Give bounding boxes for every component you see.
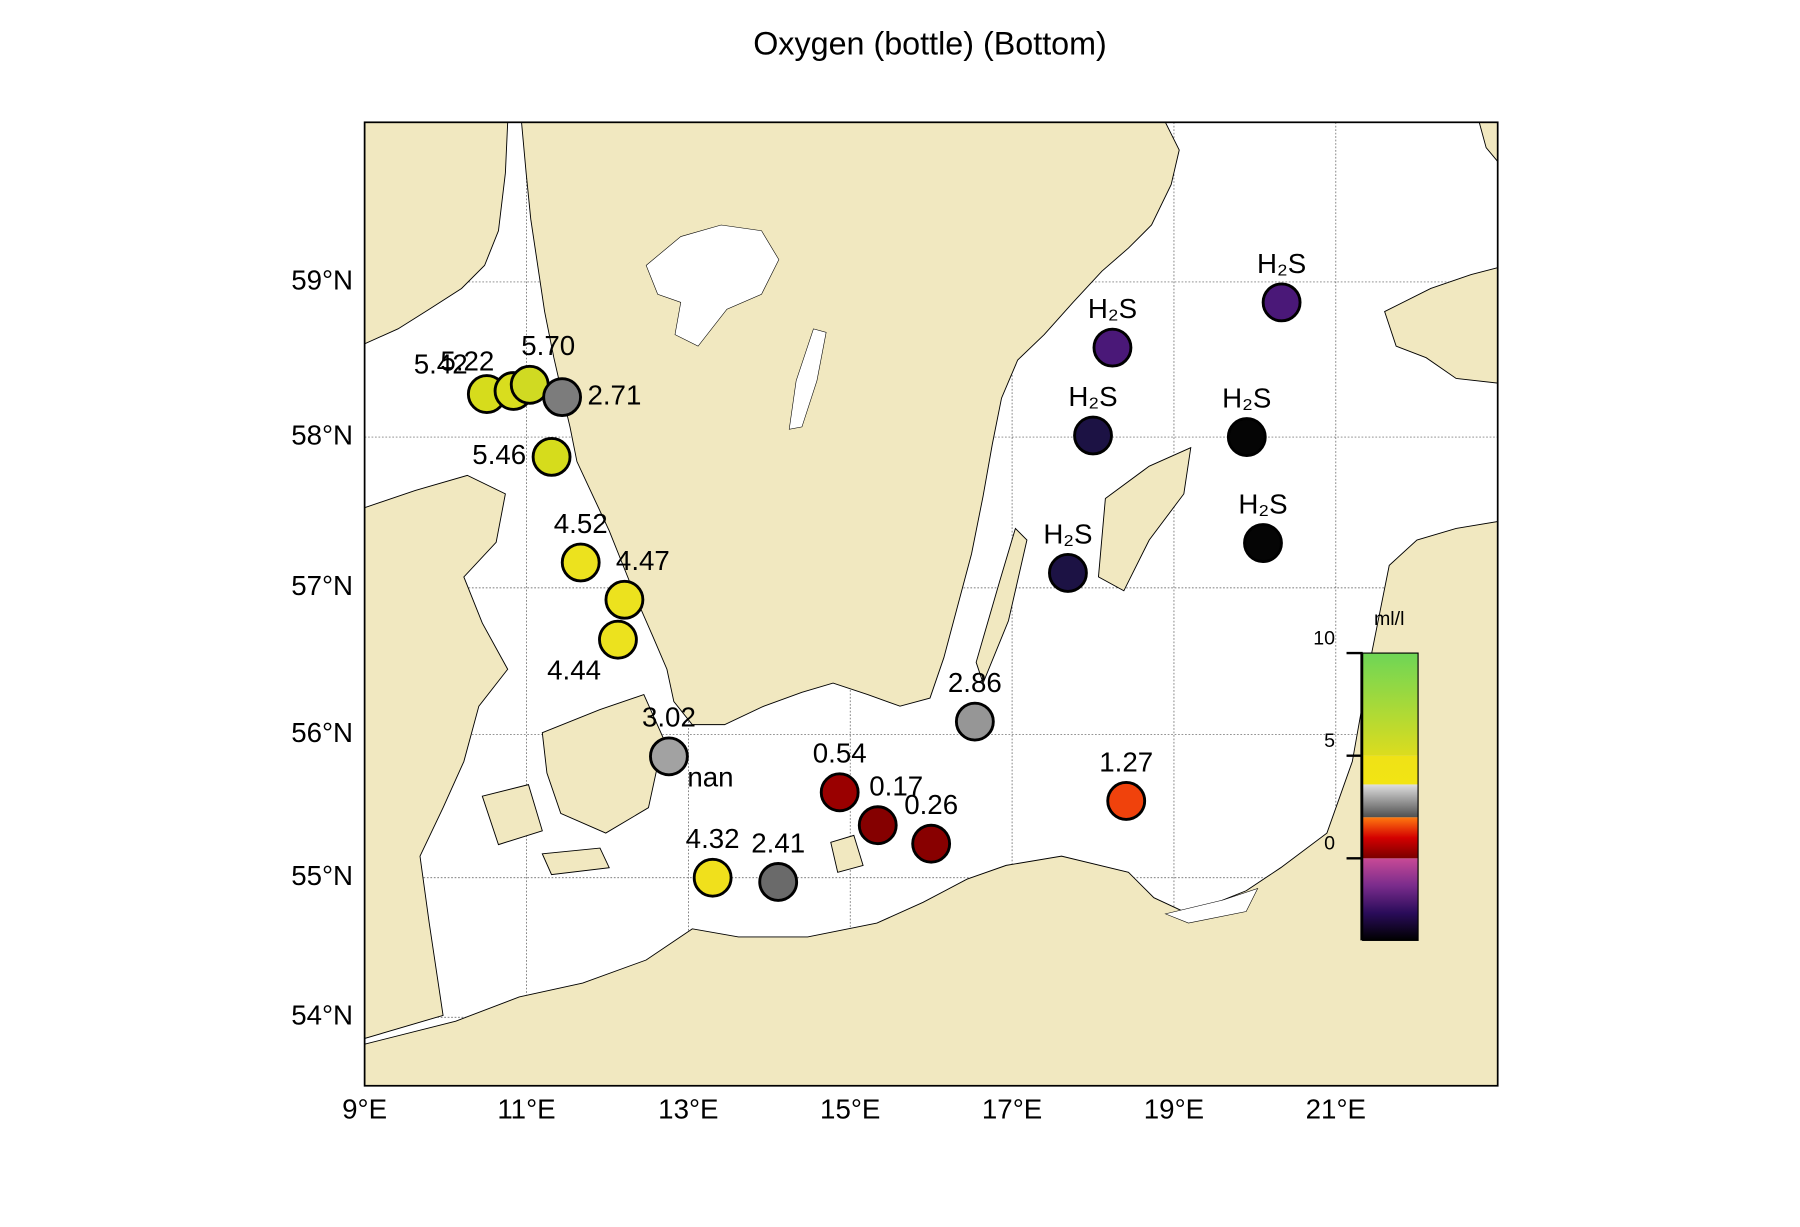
land-norway xyxy=(364,122,509,345)
station-label: 5.46 xyxy=(472,439,526,470)
y-tick-label: 57°N xyxy=(291,570,353,601)
colorbar-tick-label: 0 xyxy=(1324,833,1335,855)
y-tick-label: 58°N xyxy=(291,419,353,450)
station-label: H₂S xyxy=(1068,381,1117,412)
station-marker xyxy=(857,805,898,846)
station-marker xyxy=(819,772,860,813)
colorbar-segment xyxy=(1362,784,1419,818)
station-label: 5.22 xyxy=(440,346,494,377)
station-marker xyxy=(758,862,799,902)
y-tick-label: 54°N xyxy=(291,1000,353,1031)
station-marker xyxy=(1048,553,1088,593)
x-tick-label: 13°E xyxy=(658,1093,718,1124)
lake-vanern xyxy=(645,224,780,347)
land-finland xyxy=(1478,122,1498,163)
station-label: H₂S xyxy=(1043,518,1092,549)
land-oland xyxy=(975,527,1028,685)
station-marker xyxy=(649,736,689,777)
colorbar-segment xyxy=(1362,755,1419,785)
station-label: H₂S xyxy=(1222,382,1271,413)
station-label: 0.17 xyxy=(869,771,923,802)
station-label: H₂S xyxy=(1238,488,1287,519)
colorbar-segment xyxy=(1362,817,1419,859)
y-tick-label: 55°N xyxy=(291,860,353,891)
station-label: H₂S xyxy=(1257,248,1306,279)
land xyxy=(364,122,1498,1086)
x-tick-label: 21°E xyxy=(1306,1093,1366,1124)
station-label: 4.44 xyxy=(547,654,601,685)
station-marker xyxy=(598,619,638,660)
station-label: 0.54 xyxy=(813,738,867,769)
colorbar-segment xyxy=(1362,653,1419,756)
station-label: 5.70 xyxy=(521,330,575,361)
land-estonia xyxy=(1384,267,1498,384)
station-marker xyxy=(1261,282,1302,323)
y-tick-label: 56°N xyxy=(291,717,353,748)
colorbar-tick-label: 5 xyxy=(1324,730,1335,752)
colorbar-tick-label: 10 xyxy=(1313,627,1335,649)
land-bornholm xyxy=(830,834,864,873)
station-marker xyxy=(1243,523,1283,563)
map-title: Oxygen (bottle) (Bottom) xyxy=(753,26,1107,62)
x-tick-label: 9°E xyxy=(342,1093,387,1124)
station-marker xyxy=(954,701,995,742)
land-lolland xyxy=(541,847,610,876)
station-label: 4.32 xyxy=(686,823,740,854)
land-funen xyxy=(481,784,543,846)
station-label: 2.71 xyxy=(587,379,641,410)
station-marker xyxy=(1092,327,1133,368)
station-label: 0.26 xyxy=(904,789,958,820)
station-marker xyxy=(911,823,952,864)
colorbar-segment xyxy=(1362,858,1419,941)
station-label: 2.41 xyxy=(751,827,805,858)
lake-vattern xyxy=(788,328,827,430)
station-marker xyxy=(692,857,733,898)
x-tick-label: 11°E xyxy=(497,1093,555,1124)
map-frame xyxy=(363,121,1499,1087)
y-tick-label: 59°N xyxy=(291,264,353,295)
land-gotland xyxy=(1097,446,1192,592)
station-label: 4.52 xyxy=(554,508,608,539)
land-zealand xyxy=(541,694,664,834)
colorbar-label: ml/l xyxy=(1374,608,1405,630)
station-marker xyxy=(560,542,601,583)
station-label: 2.86 xyxy=(948,667,1002,698)
station-label: 3.02 xyxy=(642,702,696,733)
station-marker xyxy=(604,579,645,620)
x-tick-label: 17°E xyxy=(982,1093,1042,1124)
station-marker xyxy=(1106,781,1147,821)
station-marker xyxy=(1073,415,1113,456)
station-marker xyxy=(1226,417,1267,457)
station-marker xyxy=(531,436,572,477)
station-label: H₂S xyxy=(1088,293,1137,324)
station-label: 1.27 xyxy=(1099,746,1153,777)
station-marker xyxy=(542,377,582,418)
x-tick-label: 19°E xyxy=(1144,1093,1204,1124)
station-label: 4.47 xyxy=(616,545,670,576)
lagoon xyxy=(1164,887,1259,924)
land-south-coast xyxy=(364,521,1498,1086)
land-jutland xyxy=(364,474,509,1039)
station-label: 5.42 xyxy=(414,349,468,380)
station-label: nan xyxy=(687,762,733,793)
x-tick-label: 15°E xyxy=(820,1093,880,1124)
